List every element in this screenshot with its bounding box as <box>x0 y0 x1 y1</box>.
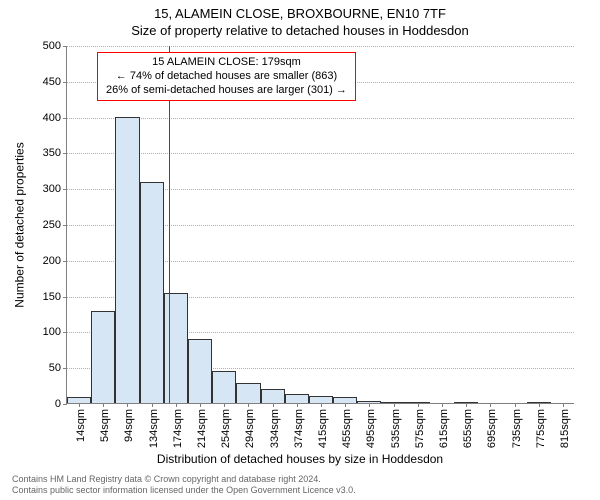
xtick-label: 214sqm <box>196 409 208 448</box>
xtick-label: 535sqm <box>390 409 402 448</box>
chart-subtitle: Size of property relative to detached ho… <box>0 23 600 38</box>
histogram-bar <box>91 311 115 403</box>
xtick-mark <box>321 403 322 407</box>
xtick-mark <box>369 403 370 407</box>
xtick-label: 14sqm <box>75 409 87 442</box>
xtick-mark <box>466 403 467 407</box>
xtick-label: 615sqm <box>438 409 450 448</box>
xtick-mark <box>442 403 443 407</box>
histogram-bar <box>164 293 188 403</box>
xtick-mark <box>103 403 104 407</box>
ytick-label: 0 <box>55 398 61 410</box>
xtick-mark <box>273 403 274 407</box>
ytick-label: 150 <box>43 291 61 303</box>
histogram-bar <box>115 117 139 403</box>
xtick-label: 495sqm <box>365 409 377 448</box>
xtick-mark <box>248 403 249 407</box>
footer-line-1: Contains HM Land Registry data © Crown c… <box>12 474 356 485</box>
xtick-mark <box>539 403 540 407</box>
xtick-label: 735sqm <box>511 409 523 448</box>
xtick-label: 54sqm <box>99 409 111 442</box>
xtick-label: 174sqm <box>172 409 184 448</box>
ytick-label: 450 <box>43 76 61 88</box>
annotation-line-1: 15 ALAMEIN CLOSE: 179sqm <box>106 56 347 70</box>
annotation-line-3: 26% of semi-detached houses are larger (… <box>106 84 347 98</box>
ytick-mark <box>63 46 67 47</box>
xtick-label: 455sqm <box>341 409 353 448</box>
xtick-label: 775sqm <box>535 409 547 448</box>
xtick-label: 695sqm <box>486 409 498 448</box>
histogram-bar <box>261 389 285 403</box>
ytick-mark <box>63 297 67 298</box>
xtick-mark <box>297 403 298 407</box>
histogram-bar <box>236 383 260 403</box>
ytick-mark <box>63 153 67 154</box>
xtick-label: 575sqm <box>414 409 426 448</box>
annotation-line-2: ← 74% of detached houses are smaller (86… <box>106 70 347 84</box>
y-axis-label: Number of detached properties <box>12 46 28 404</box>
xtick-mark <box>176 403 177 407</box>
ytick-mark <box>63 404 67 405</box>
xtick-label: 134sqm <box>148 409 160 448</box>
xtick-mark <box>563 403 564 407</box>
footer-line-2: Contains public sector information licen… <box>12 485 356 496</box>
ytick-mark <box>63 261 67 262</box>
xtick-mark <box>345 403 346 407</box>
annotation-box: 15 ALAMEIN CLOSE: 179sqm ← 74% of detach… <box>97 52 356 101</box>
gridline <box>67 118 574 119</box>
ytick-label: 250 <box>43 219 61 231</box>
xtick-mark <box>79 403 80 407</box>
xtick-label: 374sqm <box>293 409 305 448</box>
xtick-mark <box>152 403 153 407</box>
ytick-mark <box>63 82 67 83</box>
xtick-mark <box>418 403 419 407</box>
xtick-label: 655sqm <box>462 409 474 448</box>
histogram-bar <box>285 394 309 403</box>
ytick-label: 200 <box>43 255 61 267</box>
ytick-label: 50 <box>49 362 61 374</box>
ytick-mark <box>63 332 67 333</box>
xtick-label: 254sqm <box>220 409 232 448</box>
ytick-mark <box>63 368 67 369</box>
ytick-label: 400 <box>43 112 61 124</box>
ytick-label: 350 <box>43 147 61 159</box>
histogram-bar <box>309 396 333 403</box>
xtick-label: 415sqm <box>317 409 329 448</box>
ytick-mark <box>63 189 67 190</box>
ytick-label: 300 <box>43 183 61 195</box>
ytick-label: 100 <box>43 326 61 338</box>
xtick-mark <box>515 403 516 407</box>
xtick-mark <box>127 403 128 407</box>
ytick-mark <box>63 225 67 226</box>
histogram-bar <box>188 339 212 403</box>
xtick-mark <box>224 403 225 407</box>
xtick-label: 294sqm <box>244 409 256 448</box>
footer: Contains HM Land Registry data © Crown c… <box>12 474 356 496</box>
xtick-label: 334sqm <box>269 409 281 448</box>
gridline <box>67 46 574 47</box>
xtick-mark <box>490 403 491 407</box>
xtick-mark <box>394 403 395 407</box>
xtick-label: 815sqm <box>559 409 571 448</box>
x-axis-label: Distribution of detached houses by size … <box>0 452 600 466</box>
chart-title: 15, ALAMEIN CLOSE, BROXBOURNE, EN10 7TF <box>0 0 600 21</box>
xtick-mark <box>200 403 201 407</box>
ytick-label: 500 <box>43 40 61 52</box>
xtick-label: 94sqm <box>123 409 135 442</box>
plot-inner: 05010015020025030035040045050014sqm54sqm… <box>66 46 574 404</box>
histogram-bar <box>140 182 164 403</box>
gridline <box>67 153 574 154</box>
histogram-bar <box>212 371 236 403</box>
chart-container: 15, ALAMEIN CLOSE, BROXBOURNE, EN10 7TF … <box>0 0 600 500</box>
ytick-mark <box>63 118 67 119</box>
plot-area: 05010015020025030035040045050014sqm54sqm… <box>66 46 574 404</box>
